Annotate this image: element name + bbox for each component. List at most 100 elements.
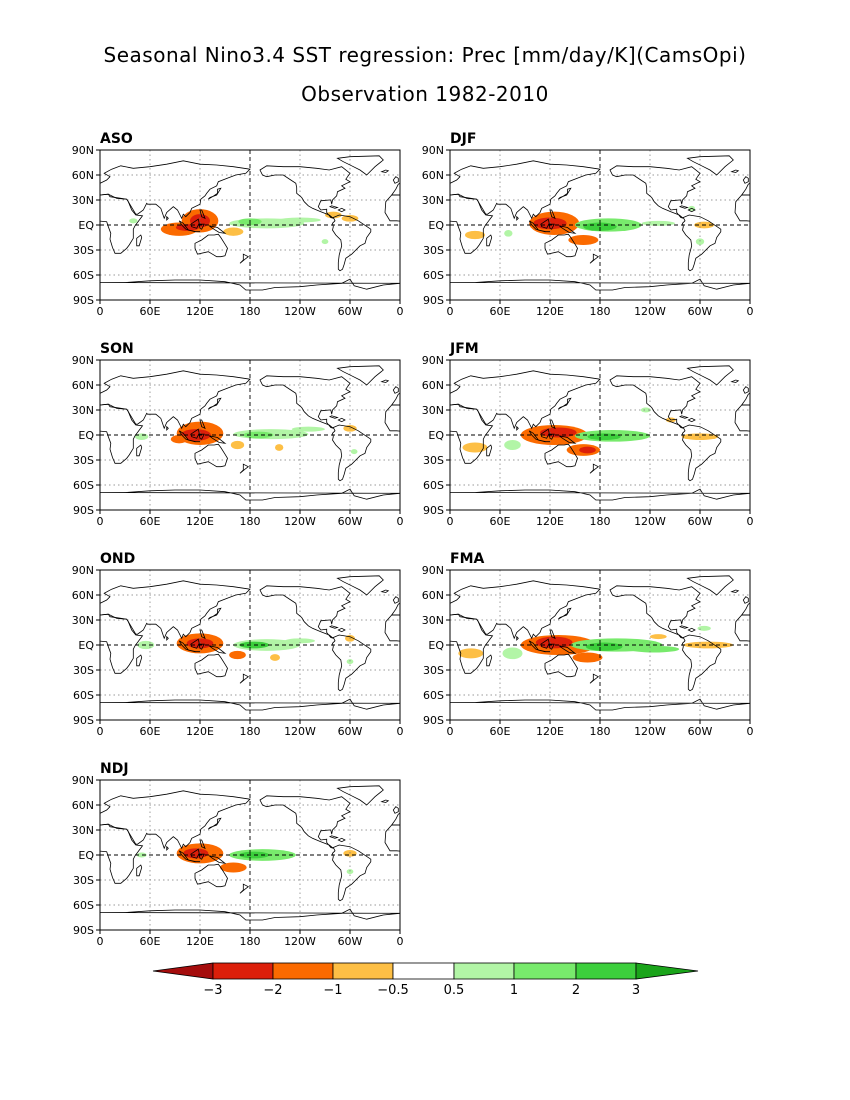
lon-tick-label: 60E — [490, 515, 511, 528]
lat-tick-label: 30S — [423, 454, 444, 467]
lon-tick-label: 60E — [140, 935, 161, 948]
lat-tick-label: EQ — [78, 429, 94, 442]
lat-tick-label: 60N — [72, 379, 94, 392]
lat-tick-label: EQ — [78, 639, 94, 652]
anomaly-blob — [346, 869, 354, 875]
anomaly-blob — [275, 444, 284, 451]
anomaly-blob — [170, 435, 188, 444]
lat-tick-label: EQ — [78, 849, 94, 862]
lon-tick-label: 60W — [688, 305, 713, 318]
colorbar-extend-high — [635, 962, 699, 980]
lon-tick-label: 120W — [284, 305, 316, 318]
coastline-wrap — [0, 586, 50, 639]
lat-tick-label: EQ — [78, 219, 94, 232]
lon-tick-label: 0 — [397, 725, 404, 738]
coastline-wrap — [100, 403, 144, 464]
lon-tick-label: 120E — [536, 725, 564, 738]
coastline-wrap — [187, 655, 192, 666]
lon-tick-label: 120E — [536, 515, 564, 528]
coastline-wrap — [450, 370, 601, 430]
coastline-wrap — [450, 403, 494, 464]
coastline-wrap — [380, 206, 388, 209]
coastline-wrap — [258, 398, 271, 409]
coastline-wrap — [0, 376, 50, 429]
lat-tick-label: 30S — [423, 244, 444, 257]
lat-tick-label: 90N — [72, 774, 94, 787]
lat-tick-label: 90S — [73, 504, 94, 517]
anomaly-blob — [325, 211, 342, 219]
lat-tick-label: 60S — [73, 479, 94, 492]
colorbar-segment — [453, 962, 515, 980]
lon-tick-label: 60W — [338, 305, 363, 318]
coastline-wrap — [450, 193, 494, 254]
lon-tick-label: 60E — [140, 305, 161, 318]
lon-tick-label: 180 — [590, 305, 611, 318]
coastline-wrap — [290, 464, 298, 473]
lat-tick-label: EQ — [428, 639, 444, 652]
lon-tick-label: 180 — [240, 935, 261, 948]
lon-tick-label: 60E — [140, 725, 161, 738]
lat-tick-label: 60N — [72, 799, 94, 812]
lon-tick-label: 0 — [97, 725, 104, 738]
anomaly-blob — [695, 238, 705, 246]
coastline-wrap — [100, 370, 251, 430]
anomaly-blob — [229, 650, 246, 660]
lon-tick-label: 0 — [97, 515, 104, 528]
lon-tick-label: 0 — [397, 935, 404, 948]
coastline-wrap — [100, 613, 144, 674]
shading — [462, 407, 719, 456]
lon-tick-label: 120W — [284, 935, 316, 948]
panel-label: JFM — [449, 341, 479, 357]
lat-tick-label: EQ — [428, 219, 444, 232]
lat-tick-label: 90S — [423, 714, 444, 727]
anomaly-blob — [220, 862, 247, 873]
coastline-wrap — [30, 206, 38, 209]
coastline-wrap — [250, 420, 255, 428]
lon-tick-label: 60E — [490, 305, 511, 318]
anomaly-blob — [650, 634, 667, 640]
lon-tick-label: 0 — [397, 305, 404, 318]
lon-tick-label: 120W — [284, 515, 316, 528]
lon-tick-label: 180 — [590, 515, 611, 528]
coastline-wrap — [30, 416, 38, 419]
panel-label: OND — [100, 551, 135, 567]
lon-tick-label: 180 — [240, 725, 261, 738]
coastline-wrap — [310, 166, 400, 219]
anomaly-blob — [175, 224, 200, 231]
anomaly-blob — [129, 218, 138, 224]
lat-tick-label: 90N — [422, 564, 444, 577]
lat-tick-label: 30S — [423, 664, 444, 677]
lon-tick-label: 60W — [338, 515, 363, 528]
anomaly-blob — [568, 235, 599, 245]
anomaly-blob — [321, 239, 329, 245]
lon-tick-label: 120E — [536, 305, 564, 318]
coastlines — [250, 365, 750, 501]
lat-tick-label: 30N — [422, 194, 444, 207]
lon-tick-label: 120W — [634, 725, 666, 738]
anomaly-blob — [572, 652, 603, 663]
lat-tick-label: 60S — [423, 689, 444, 702]
lat-tick-label: 90N — [72, 564, 94, 577]
anomaly-blob — [350, 449, 358, 455]
coastline-wrap — [380, 626, 388, 629]
coastline-wrap — [443, 177, 448, 184]
anomaly-blob — [462, 442, 488, 453]
colorbar-segment — [212, 962, 274, 980]
lon-tick-label: 0 — [447, 725, 454, 738]
lon-tick-label: 120E — [186, 935, 214, 948]
lon-tick-label: 0 — [747, 305, 754, 318]
anomaly-blob — [223, 227, 244, 236]
anomaly-blob — [683, 641, 734, 649]
coastline-wrap — [450, 580, 601, 640]
colorbar-segment — [272, 962, 334, 980]
coastline-wrap — [258, 188, 271, 199]
anomaly-blob — [587, 433, 621, 440]
lat-tick-label: 60N — [422, 589, 444, 602]
anomaly-blob — [579, 446, 596, 454]
colorbar-segment — [575, 962, 637, 980]
colorbar-label: 2 — [572, 983, 580, 998]
colorbar-label: 0.5 — [444, 983, 465, 998]
